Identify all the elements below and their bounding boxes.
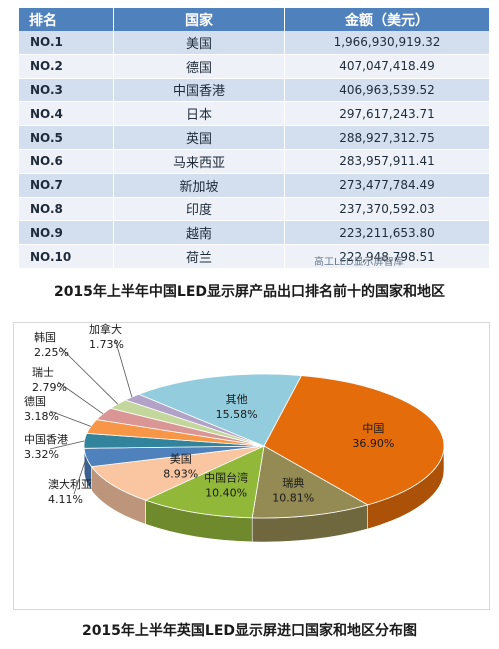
table-row: NO.9 越南 223,211,653.80 xyxy=(19,220,490,246)
country-cell: 荷兰 xyxy=(113,244,285,269)
country-cell: 中国香港 xyxy=(113,78,285,103)
leader-line-5 xyxy=(49,440,85,450)
amount-cell: 288,927,312.75 xyxy=(284,125,490,150)
slice-value-2: 10.40% xyxy=(205,487,247,500)
amount-cell: 406,963,539.52 xyxy=(284,78,490,103)
chart-title: 2015年上半年英国LED显示屏进口国家和地区分布图 xyxy=(81,623,418,639)
watermark-text: 高工LED显示屏智库 xyxy=(314,257,404,268)
amount-cell: 237,370,592.03 xyxy=(284,197,490,222)
slice-label-4: 澳大利亚 xyxy=(48,477,92,491)
rank-cell: NO.5 xyxy=(19,125,114,150)
pie-slice-0 xyxy=(263,375,445,506)
amount-cell: 407,047,418.49 xyxy=(284,54,490,79)
table-body: NO.1 美国 1,966,930,919.32 NO.2 德国 407,047,418.… xyxy=(19,31,490,269)
pie-slice-1 xyxy=(251,445,369,519)
table-row: NO.2 德国 407,047,418.49 xyxy=(19,54,490,79)
slice-value-7: 2.79% xyxy=(32,381,67,394)
country-cell: 越南 xyxy=(113,220,285,246)
rank-cell: NO.6 xyxy=(19,149,114,174)
pie-slice-10 xyxy=(137,373,303,447)
country-cell: 马来西亚 xyxy=(113,149,285,174)
country-cell: 印度 xyxy=(113,197,285,222)
export-ranking-table-container: 排名 国家 金额（美元） NO.1 美国 1,966,930,919.32 NO.2 德… xyxy=(19,8,490,269)
country-cell: 英国 xyxy=(113,125,285,150)
header-amount: 金额（美元） xyxy=(284,8,490,31)
pie-slice-2 xyxy=(144,445,265,519)
slice-label-2: 中国台湾 xyxy=(204,471,248,485)
slice-value-1: 10.81% xyxy=(272,492,314,505)
leader-line-9 xyxy=(114,338,133,398)
rank-cell: NO.3 xyxy=(19,78,114,103)
rank-cell: NO.2 xyxy=(19,54,114,79)
slice-label-5: 中国香港 xyxy=(24,433,68,446)
table-row: NO.8 印度 237,370,592.03 xyxy=(19,197,490,222)
slice-label-7: 瑞士 xyxy=(32,365,54,379)
table-header-row: 排名 国家 金额（美元） xyxy=(19,8,490,31)
pie-slice-3 xyxy=(90,445,265,501)
table-row: NO.3 中国香港 406,963,539.52 xyxy=(19,78,490,103)
table-caption: 2015年上半年中国LED显示屏产品出口排名前十的国家和地区 xyxy=(53,284,446,300)
slice-value-6: 3.18% xyxy=(24,410,59,423)
header-rank: 排名 xyxy=(19,8,114,31)
table-row: NO.5 英国 288,927,312.75 xyxy=(19,125,490,150)
slice-label-1: 瑞典 xyxy=(282,476,304,490)
slice-label-10: 其他 xyxy=(226,393,248,406)
country-cell: 德国 xyxy=(113,54,285,79)
export-ranking-table: 排名 国家 金额（美元） NO.1 美国 1,966,930,919.32 NO.2 德… xyxy=(19,8,490,269)
slice-value-3: 8.93% xyxy=(163,467,198,480)
rank-cell: NO.1 xyxy=(19,31,114,55)
rank-cell: NO.10 xyxy=(19,244,114,269)
slice-label-6: 德国 xyxy=(24,394,46,408)
slice-value-8: 2.25% xyxy=(34,346,69,359)
rank-cell: NO.8 xyxy=(19,197,114,222)
slice-value-5: 3.32% xyxy=(24,448,59,461)
slice-label-9: 加拿大 xyxy=(89,323,122,336)
amount-cell: 297,617,243.71 xyxy=(284,101,490,127)
pie-side-walls xyxy=(83,445,445,543)
slice-value-9: 1.73% xyxy=(89,338,124,351)
country-cell: 美国 xyxy=(113,31,285,55)
amount-cell: 222,948,798.51 xyxy=(284,244,490,269)
header-country: 国家 xyxy=(113,8,285,31)
country-cell: 日本 xyxy=(113,101,285,127)
country-cell: 新加坡 xyxy=(113,173,285,198)
leader-line-6 xyxy=(49,410,91,427)
slice-value-10: 15.58% xyxy=(216,408,258,421)
slice-value-4: 4.11% xyxy=(48,493,83,506)
leader-line-4 xyxy=(73,457,87,495)
leader-line-8 xyxy=(59,346,118,405)
pie-chart: 中国 36.90% 瑞典 10.81% 中国台湾 10.40% 美国 8.93% 澳大利亚 4.1… xyxy=(24,322,445,543)
amount-cell: 223,211,653.80 xyxy=(284,220,490,246)
slice-label-8: 韩国 xyxy=(34,330,56,344)
amount-cell: 273,477,784.49 xyxy=(284,173,490,198)
rank-cell: NO.4 xyxy=(19,101,114,127)
table-row: NO.4 日本 297,617,243.71 xyxy=(19,101,490,127)
rank-cell: NO.9 xyxy=(19,220,114,246)
leader-line-7 xyxy=(57,381,104,415)
table-row: NO.1 美国 1,966,930,919.32 xyxy=(19,31,490,55)
amount-cell: 283,957,911.41 xyxy=(284,149,490,174)
slice-value-0: 36.90% xyxy=(352,437,394,450)
rank-cell: NO.7 xyxy=(19,173,114,198)
slice-label-3: 美国 xyxy=(170,452,192,465)
amount-cell: 1,966,930,919.32 xyxy=(284,31,490,55)
slice-label-0: 中国 xyxy=(362,422,384,435)
table-row: NO.10 荷兰 222,948,798.51 xyxy=(19,244,490,269)
pie-chart-frame: 中国 36.90% 瑞典 10.81% 中国台湾 10.40% 美国 8.93% 澳大利亚 4.1… xyxy=(13,322,490,610)
table-row: NO.7 新加坡 273,477,784.49 xyxy=(19,173,490,198)
table-row: NO.6 马来西亚 283,957,911.41 xyxy=(19,149,490,174)
